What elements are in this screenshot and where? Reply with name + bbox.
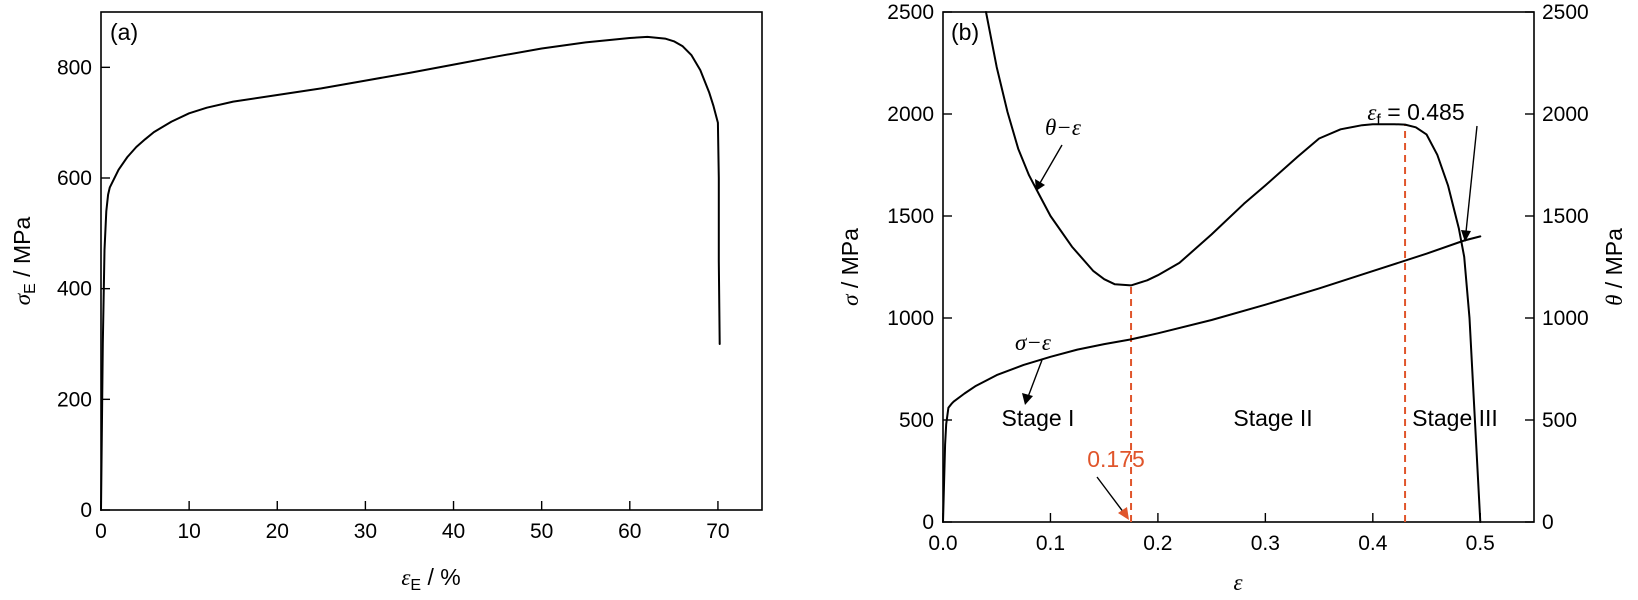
panel-a-label: (a) — [110, 19, 138, 45]
theta-epsilon-arrowhead — [1035, 179, 1045, 191]
panel-a-y-tick-label: 400 — [57, 278, 92, 301]
panel-a-y-unit: / MPa — [9, 217, 35, 284]
panel-b-label: (b) — [951, 19, 979, 45]
panel-b-left-y-tick-label: 0 — [922, 511, 934, 534]
panel-b-left-y-unit: / MPa — [837, 228, 863, 295]
fracture-arrow-line — [1465, 125, 1478, 233]
panel-b-frame — [942, 11, 1535, 523]
panel-b-right-y-tick-label: 2000 — [1542, 103, 1589, 126]
panel-b-right-y-tick-label: 1500 — [1542, 205, 1589, 228]
panel-b-right-y-tick-label: 2500 — [1542, 1, 1589, 24]
panel-b-left-y-tick-label: 1500 — [887, 205, 934, 228]
sigma-epsilon-arrowhead — [1022, 393, 1033, 405]
fracture-strain-label: εf = 0.485 — [1367, 99, 1464, 129]
theta-epsilon-label: θ−ε — [1045, 115, 1082, 140]
panel-b: (b) 0.0 0.1 0.2 0.3 0.4 0.5 0 0 500 500 1000 1000 15… — [837, 1, 1627, 595]
sigma-epsilon-label: σ−ε — [1015, 330, 1052, 355]
theta-epsilon-curve — [985, 11, 1482, 523]
fracture-value: = 0.485 — [1381, 99, 1465, 125]
panel-b-right-y-symbol: θ — [1602, 295, 1627, 306]
panel-b-x-tick-label: 0.0 — [928, 532, 957, 555]
panel-b-right-y-tick-label: 0 — [1542, 511, 1554, 534]
panel-a-x-subscript: E — [410, 577, 421, 594]
panel-a-y-subscript: E — [22, 283, 39, 294]
sigma-epsilon-arrow-line — [1027, 359, 1043, 398]
panel-b-right-y-unit: / MPa — [1601, 228, 1627, 295]
panel-a-x-tick-label: 20 — [266, 520, 289, 543]
panel-a-y-tick-label: 800 — [57, 56, 92, 79]
panel-b-left-y-tick-label: 1000 — [887, 307, 934, 330]
panel-b-left-y-tick-label: 500 — [899, 409, 934, 432]
panel-a-y-axis-label: σE / MPa — [9, 217, 39, 306]
panel-a-y-symbol: σ — [10, 292, 35, 305]
panel-b-left-y-axis-label: σ / MPa — [837, 228, 863, 306]
panel-b-x-tick-label: 0.2 — [1143, 532, 1172, 555]
panel-a-x-tick-label: 60 — [618, 520, 641, 543]
marker-1-label: 0.175 — [1087, 446, 1145, 472]
stage-1-label: Stage I — [1002, 405, 1075, 431]
stage-2-label: Stage II — [1233, 405, 1312, 431]
fracture-symbol: ε — [1367, 100, 1377, 125]
panel-b-left-y-tick-label: 2500 — [887, 1, 934, 24]
panel-b-left-y-tick-label: 2000 — [887, 103, 934, 126]
panel-a-x-symbol: ε — [401, 565, 411, 590]
panel-b-left-y-symbol: σ — [838, 293, 863, 306]
panel-b-x-tick-label: 0.3 — [1251, 532, 1280, 555]
panel-a-y-tick-label: 200 — [57, 388, 92, 411]
panel-a-ticks: 0 10 20 30 40 50 60 70 0 200 400 600 800 — [57, 56, 730, 543]
fracture-subscript: f — [1376, 112, 1381, 129]
panel-a-frame — [100, 11, 763, 511]
panel-a-y-tick-label: 0 — [80, 499, 92, 522]
panel-b-x-tick-label: 0.4 — [1358, 532, 1388, 555]
marker-1-arrow-line — [1096, 476, 1125, 514]
panel-b-right-y-axis-label: θ / MPa — [1601, 228, 1627, 306]
panel-a-y-tick-label: 600 — [57, 167, 92, 190]
panel-b-right-y-tick-label: 500 — [1542, 409, 1577, 432]
stage-3-label: Stage III — [1412, 405, 1498, 431]
panel-b-x-tick-label: 0.1 — [1036, 532, 1065, 555]
panel-a-x-unit: / % — [421, 564, 461, 590]
panel-a-x-tick-label: 10 — [177, 520, 200, 543]
sigma-epsilon-curve — [942, 235, 1482, 523]
fracture-arrowhead — [1461, 230, 1471, 242]
panel-a-x-axis-label: εE / % — [401, 564, 460, 594]
panel-a-x-tick-label: 40 — [442, 520, 465, 543]
marker-1-arrowhead — [1118, 507, 1129, 520]
panel-b-x-tick-label: 0.5 — [1466, 532, 1495, 555]
panel-a-x-tick-label: 0 — [95, 520, 107, 543]
panel-b-x-axis-label: ε — [1233, 570, 1243, 595]
panel-a-x-tick-label: 70 — [706, 520, 729, 543]
panel-a-stress-strain-curve — [100, 35, 721, 511]
panel-b-right-y-tick-label: 1000 — [1542, 307, 1589, 330]
panel-a-x-tick-label: 30 — [354, 520, 377, 543]
panel-b-ticks: 0.0 0.1 0.2 0.3 0.4 0.5 0 0 500 500 1000 1000 1500 15… — [887, 1, 1588, 555]
theta-epsilon-arrow-line — [1039, 144, 1063, 184]
panel-a-x-tick-label: 50 — [530, 520, 553, 543]
